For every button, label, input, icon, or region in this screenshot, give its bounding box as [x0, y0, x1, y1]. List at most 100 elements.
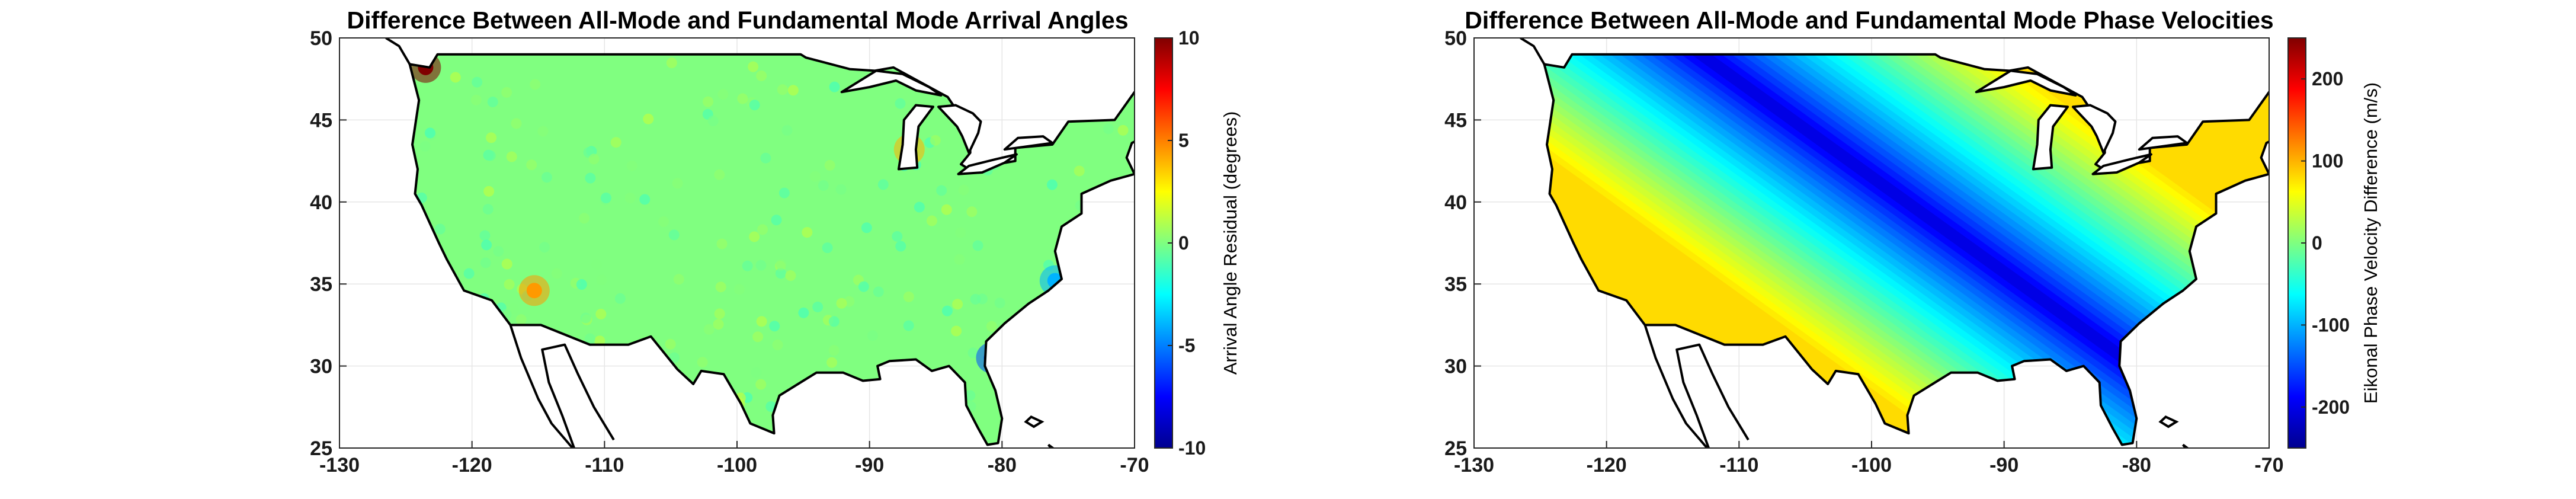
field-cell [714, 308, 725, 319]
y-tick-label: 40 [1444, 191, 1467, 214]
field-cell [941, 305, 953, 316]
field-cell [716, 238, 728, 250]
field-hotspot [526, 283, 542, 299]
colorbar-tick-label: 10 [1178, 27, 1200, 49]
great-lake [2072, 104, 2117, 154]
field-cell [673, 274, 684, 285]
x-tick-label: -70 [2254, 454, 2283, 476]
field-cell [639, 194, 651, 205]
field-cell [626, 160, 637, 171]
y-tick-labels: 25 30 35 40 45 50 [1444, 27, 1481, 460]
great-lake [840, 69, 943, 97]
colorbar-ticks: -10 -5 0 5 10 [1168, 27, 1206, 459]
field-cell [541, 172, 552, 183]
field-cell [472, 76, 483, 88]
coastline-canada [385, 38, 411, 65]
x-tick-label: -110 [1719, 454, 1758, 476]
field-cell [802, 227, 813, 238]
field-cell [970, 293, 981, 305]
field-cell [941, 204, 952, 215]
field-cell [781, 125, 793, 136]
x-tick-label: -80 [2122, 454, 2151, 476]
colorbar-ticks: -200 -100 0 100 200 [2301, 68, 2350, 418]
x-tick-label: -70 [1120, 454, 1149, 476]
colorbar-tick-label: -100 [2312, 314, 2350, 335]
field-cell [493, 245, 504, 257]
field-cell [419, 140, 431, 152]
field-cell [785, 270, 796, 282]
field-cell [624, 192, 636, 203]
field-cell [809, 171, 821, 182]
x-tick-label: -120 [1587, 454, 1627, 476]
colorbar-tick-label: -10 [1178, 437, 1206, 459]
chart-title: Difference Between All-Mode and Fundamen… [1465, 7, 2273, 34]
field-cell [596, 274, 607, 286]
field-cell [826, 357, 838, 368]
field-cell [994, 298, 1005, 309]
field-cell [537, 126, 549, 137]
field-cell [576, 279, 587, 290]
field-cell [771, 215, 782, 226]
field-cell [707, 116, 719, 127]
y-tick-label: 25 [310, 437, 332, 460]
field-cell [930, 135, 941, 146]
x-tick-label: -110 [585, 454, 624, 476]
field-cell [434, 223, 446, 235]
field-cell [903, 320, 914, 331]
field-cell [836, 298, 847, 309]
field-cell [877, 179, 889, 190]
x-tick-labels: -130 -120 -110 -100 -90 -80 -70 [1454, 441, 2284, 476]
field-cell [966, 206, 978, 217]
field-cell [658, 216, 669, 228]
x-tick-label: -120 [452, 454, 492, 476]
field-band [1544, 54, 2269, 445]
field-cell [818, 180, 829, 191]
colorbar-tick-label: 5 [1178, 130, 1189, 151]
field-cell [967, 347, 979, 359]
field-cell [668, 229, 680, 241]
field-cell [672, 178, 683, 189]
x-tick-label: -100 [1851, 454, 1892, 476]
field-cell [481, 239, 492, 251]
colorbar-tick-label: 0 [1178, 232, 1189, 254]
field-cell [955, 227, 966, 238]
colorbar-label: Eikonal Phase Velocity Difference (m/s) [2360, 82, 2381, 404]
coastline-mexico [509, 324, 615, 448]
field-cell [487, 97, 498, 108]
coastline-canada [1520, 38, 1546, 65]
field-cell [760, 152, 771, 164]
coastlines [385, 38, 1135, 448]
field-cell [752, 331, 764, 343]
coastline-us [1543, 53, 2269, 446]
field-cell [600, 192, 611, 203]
x-tick-label: -130 [1454, 454, 1494, 476]
field-cell [1135, 187, 1146, 197]
field-cell [749, 231, 760, 242]
x-tick-labels: -130 -120 -110 -100 -90 -80 -70 [319, 441, 1149, 476]
field-cell [506, 151, 517, 162]
field-cell [591, 259, 603, 270]
great-lake [2138, 135, 2189, 151]
field-cell [486, 132, 497, 143]
coastlines [1520, 38, 2269, 448]
field-cell [1117, 124, 1129, 136]
field-cell [585, 172, 596, 184]
colorbar-tick-label: -5 [1178, 335, 1195, 356]
field-cell [828, 316, 840, 327]
y-tick-label: 35 [1444, 273, 1467, 296]
great-lake [937, 104, 982, 154]
x-tick-label: -90 [855, 454, 884, 476]
field-cell [482, 204, 494, 215]
y-tick-label: 45 [310, 109, 332, 132]
field-cell [892, 231, 903, 242]
field-cell [755, 260, 767, 271]
field-cell [595, 308, 607, 319]
heatmap-field [1544, 54, 2269, 445]
panel-arrival-angles: Difference Between All-Mode and Fundamen… [310, 7, 1241, 476]
field-cell [530, 79, 541, 90]
colorbar-tick-label: 100 [2312, 151, 2343, 172]
colorbar-tick-label: -200 [2312, 396, 2350, 418]
chart-title: Difference Between All-Mode and Fundamen… [347, 7, 1128, 34]
field-cell [610, 137, 621, 148]
field-cell [733, 284, 745, 295]
